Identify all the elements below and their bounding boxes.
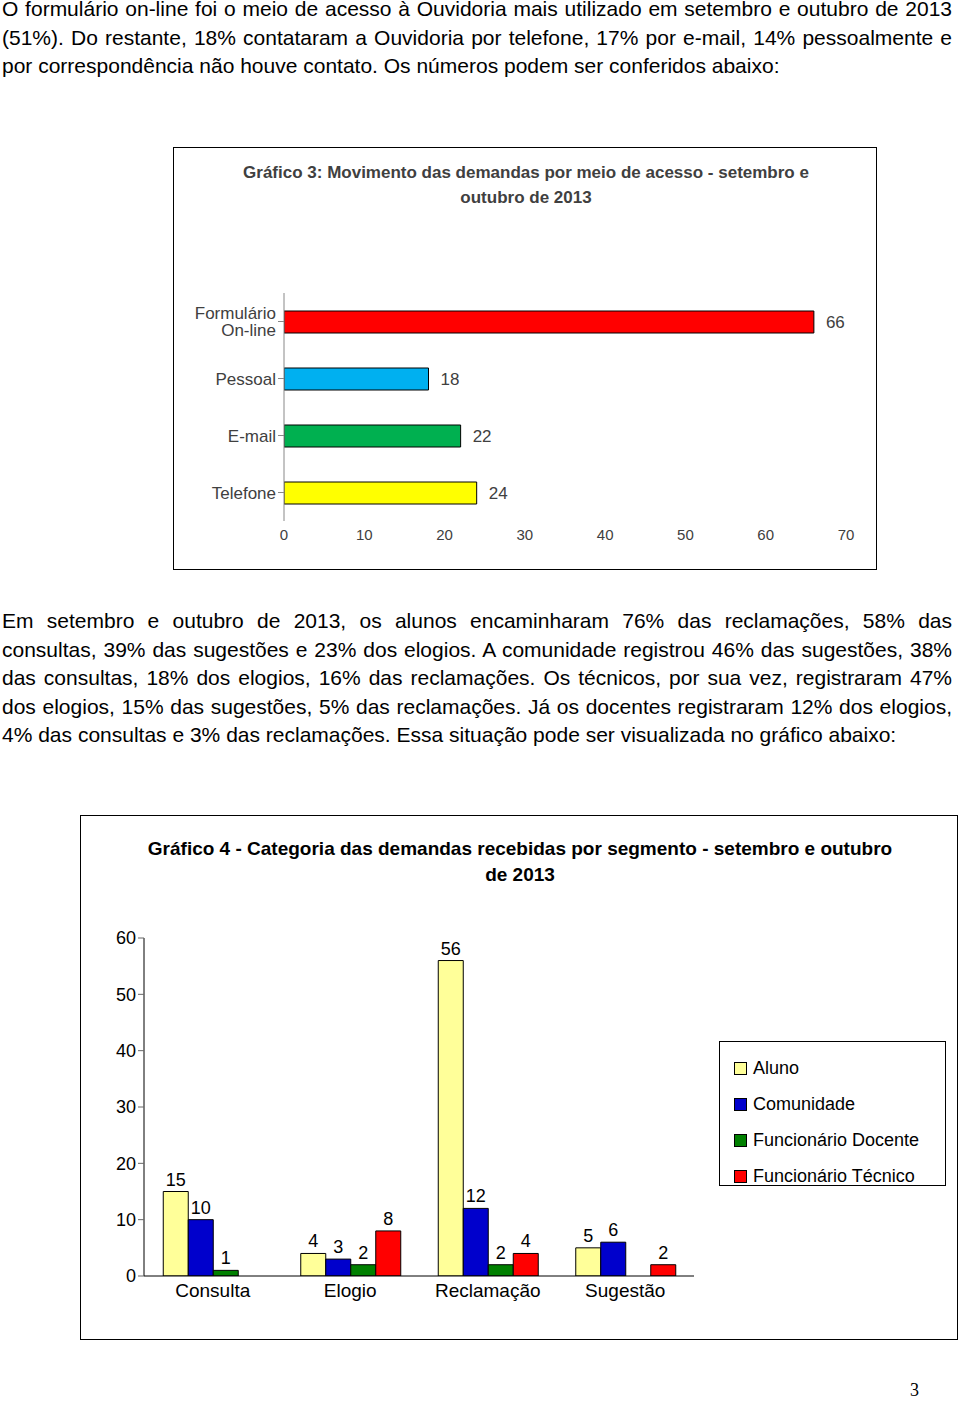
- svg-text:50: 50: [677, 526, 694, 543]
- html-text:Comunidade: Comunidade: [753, 1093, 856, 1114]
- svg-text:E-mail: E-mail: [228, 427, 276, 446]
- svg-text:10: 10: [191, 1198, 211, 1218]
- svg-text:30: 30: [116, 1097, 136, 1117]
- svg-text:20: 20: [436, 526, 453, 543]
- svg-text:50: 50: [116, 985, 136, 1005]
- svg-text:12: 12: [466, 1186, 486, 1206]
- svg-text:Sugestão: Sugestão: [585, 1280, 665, 1301]
- svg-text:30: 30: [517, 526, 534, 543]
- svg-text:6: 6: [608, 1220, 618, 1240]
- html-text:3: 3: [910, 1380, 919, 1400]
- svg-text:FormulárioOn-line: FormulárioOn-line: [195, 304, 276, 340]
- svg-text:3: 3: [333, 1237, 343, 1257]
- svg-text:2: 2: [358, 1243, 368, 1263]
- svg-text:15: 15: [166, 1170, 186, 1190]
- svg-text:60: 60: [116, 928, 136, 948]
- svg-text:40: 40: [116, 1041, 136, 1061]
- svg-text:20: 20: [116, 1154, 136, 1174]
- svg-text:10: 10: [356, 526, 373, 543]
- svg-text:0: 0: [126, 1266, 136, 1286]
- svg-text:22: 22: [473, 427, 492, 446]
- svg-text:2: 2: [658, 1243, 668, 1263]
- svg-text:Consulta: Consulta: [175, 1280, 250, 1301]
- svg-text:70: 70: [838, 526, 855, 543]
- svg-text:4: 4: [308, 1231, 318, 1251]
- svg-text:24: 24: [489, 484, 508, 503]
- svg-text:Pessoal: Pessoal: [216, 370, 276, 389]
- svg-text:60: 60: [757, 526, 774, 543]
- svg-text:Telefone: Telefone: [212, 484, 276, 503]
- svg-text:18: 18: [441, 370, 460, 389]
- svg-text:8: 8: [383, 1209, 393, 1229]
- html-text:Funcionário Docente: Funcionário Docente: [753, 1129, 920, 1150]
- svg-text:2: 2: [496, 1243, 506, 1263]
- svg-text:56: 56: [441, 939, 461, 959]
- html-text:Gráfico 3: Movimento das deman: Gráfico 3: Movimento das demandas por me…: [243, 163, 809, 207]
- svg-text:0: 0: [280, 526, 288, 543]
- svg-text:5: 5: [583, 1226, 593, 1246]
- html-text:Gráfico 4 - Categoria das dema: Gráfico 4 - Categoria das demandas receb…: [147, 838, 893, 885]
- svg-text:10: 10: [116, 1210, 136, 1230]
- html-text:Aluno: Aluno: [753, 1057, 799, 1078]
- svg-text:66: 66: [826, 313, 845, 332]
- svg-text:Reclamação: Reclamação: [435, 1280, 541, 1301]
- svg-text:Elogio: Elogio: [324, 1280, 377, 1301]
- svg-text:40: 40: [597, 526, 614, 543]
- html-text:Em setembro e outubro de 2013,: Em setembro e outubro de 2013, os alunos…: [2, 609, 952, 746]
- svg-text:1: 1: [221, 1248, 231, 1268]
- html-text:Funcionário Técnico: Funcionário Técnico: [753, 1165, 915, 1186]
- svg-text:4: 4: [521, 1231, 531, 1251]
